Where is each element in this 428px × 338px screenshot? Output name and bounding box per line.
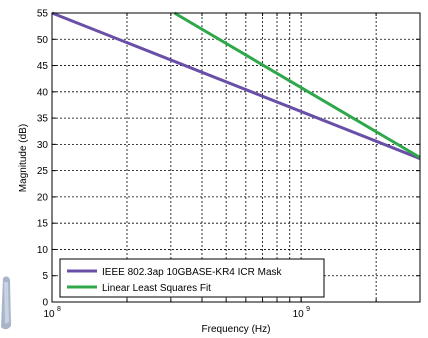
series-line-0 xyxy=(51,11,421,160)
y-axis-label: Magnitude (dB) xyxy=(18,124,29,192)
y-tick-label: 55 xyxy=(37,9,49,20)
legend-box xyxy=(59,258,325,298)
y-tick-label: 20 xyxy=(37,192,49,203)
series-line-1 xyxy=(173,11,421,159)
y-tick-label: 0 xyxy=(42,298,48,309)
y-tick-label: 15 xyxy=(37,219,49,230)
x-tick-label-exponent: 9 xyxy=(306,306,310,313)
y-tick-label: 35 xyxy=(37,114,49,125)
series-layer xyxy=(51,11,421,160)
x-tick-label-base: 10 xyxy=(43,309,55,320)
plot-frame xyxy=(51,12,421,303)
x-tick-label-exponent: 8 xyxy=(57,306,61,313)
grid xyxy=(52,13,420,302)
y-tick-label: 50 xyxy=(37,35,49,46)
x-axis-label: Frequency (Hz) xyxy=(202,324,271,335)
legend: IEEE 802.3ap 10GBASE-KR4 ICR Mask Linear… xyxy=(59,258,325,298)
y-tick-label: 40 xyxy=(37,87,49,98)
legend-label-ieee-mask: IEEE 802.3ap 10GBASE-KR4 ICR Mask xyxy=(102,267,283,278)
ticks xyxy=(51,12,421,303)
legend-label-lls-fit: Linear Least Squares Fit xyxy=(102,283,211,294)
cropped-device-image xyxy=(1,276,11,330)
y-tick-label: 5 xyxy=(42,271,48,282)
plot-background xyxy=(52,13,420,302)
y-tick-label: 45 xyxy=(37,61,49,72)
y-tick-label: 25 xyxy=(37,166,49,177)
y-tick-label: 30 xyxy=(37,140,49,151)
x-tick-label-base: 10 xyxy=(293,309,305,320)
y-tick-label: 10 xyxy=(37,245,49,256)
